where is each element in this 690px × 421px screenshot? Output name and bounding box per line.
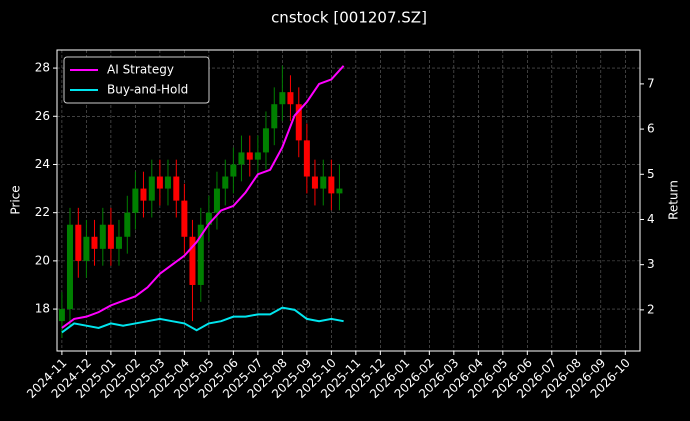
candle-body bbox=[115, 236, 122, 249]
candle-body bbox=[173, 176, 180, 201]
series-line bbox=[61, 306, 344, 334]
candle-body bbox=[140, 188, 147, 201]
candle-body bbox=[66, 224, 73, 310]
candle-body bbox=[213, 188, 220, 213]
candle-body bbox=[222, 176, 229, 189]
candle-body bbox=[295, 104, 302, 141]
candle-body bbox=[271, 104, 278, 129]
candle-body bbox=[238, 152, 245, 165]
candle-body bbox=[83, 236, 90, 261]
candle-body bbox=[320, 176, 327, 189]
y-tick-label: 18 bbox=[35, 302, 50, 316]
chart-title: cnstock [001207.SZ] bbox=[271, 9, 427, 27]
candle-body bbox=[246, 152, 253, 160]
legend-label: Buy-and-Hold bbox=[107, 83, 188, 97]
candle-body bbox=[132, 188, 139, 213]
y2-tick-label: 2 bbox=[647, 302, 655, 316]
candle-body bbox=[91, 236, 98, 249]
candle-body bbox=[254, 152, 261, 160]
y2-axis-label: Return bbox=[667, 180, 681, 220]
y2-tick-label: 3 bbox=[647, 257, 655, 271]
candle-body bbox=[230, 164, 237, 177]
legend-box bbox=[63, 56, 210, 104]
candle-body bbox=[124, 212, 131, 237]
candle-body bbox=[205, 212, 212, 225]
candle-body bbox=[164, 176, 171, 189]
candle-body bbox=[107, 224, 114, 249]
y-tick-label: 24 bbox=[35, 157, 50, 171]
candle-body bbox=[287, 92, 294, 105]
y-tick-label: 28 bbox=[35, 61, 50, 75]
candle-body bbox=[189, 236, 196, 285]
y-axis-label: Price bbox=[9, 185, 23, 214]
y-tick-label: 22 bbox=[35, 205, 50, 219]
y-tick-label: 20 bbox=[35, 253, 50, 267]
candle-body bbox=[279, 92, 286, 105]
legend-label: AI Strategy bbox=[107, 63, 174, 77]
y2-tick-label: 6 bbox=[647, 122, 655, 136]
legend: AI Strategy Buy-and-Hold bbox=[63, 56, 210, 104]
candle-body bbox=[181, 200, 188, 237]
y2-tick-label: 7 bbox=[647, 76, 655, 90]
candle-body bbox=[75, 224, 82, 261]
candle-body bbox=[336, 188, 343, 194]
plot-frame bbox=[56, 49, 641, 352]
candle-body bbox=[197, 224, 204, 285]
candle-body bbox=[58, 309, 65, 322]
candle-body bbox=[303, 140, 310, 177]
y-tick-label: 26 bbox=[35, 109, 50, 123]
candle-body bbox=[156, 176, 163, 189]
candle-body bbox=[262, 128, 269, 153]
y2-tick-label: 4 bbox=[647, 212, 655, 226]
candle-body bbox=[328, 176, 335, 194]
candle-body bbox=[311, 176, 318, 189]
y2-tick-label: 5 bbox=[647, 167, 655, 181]
candle-body bbox=[148, 176, 155, 201]
series-line bbox=[61, 65, 345, 329]
candle-body bbox=[99, 224, 106, 249]
